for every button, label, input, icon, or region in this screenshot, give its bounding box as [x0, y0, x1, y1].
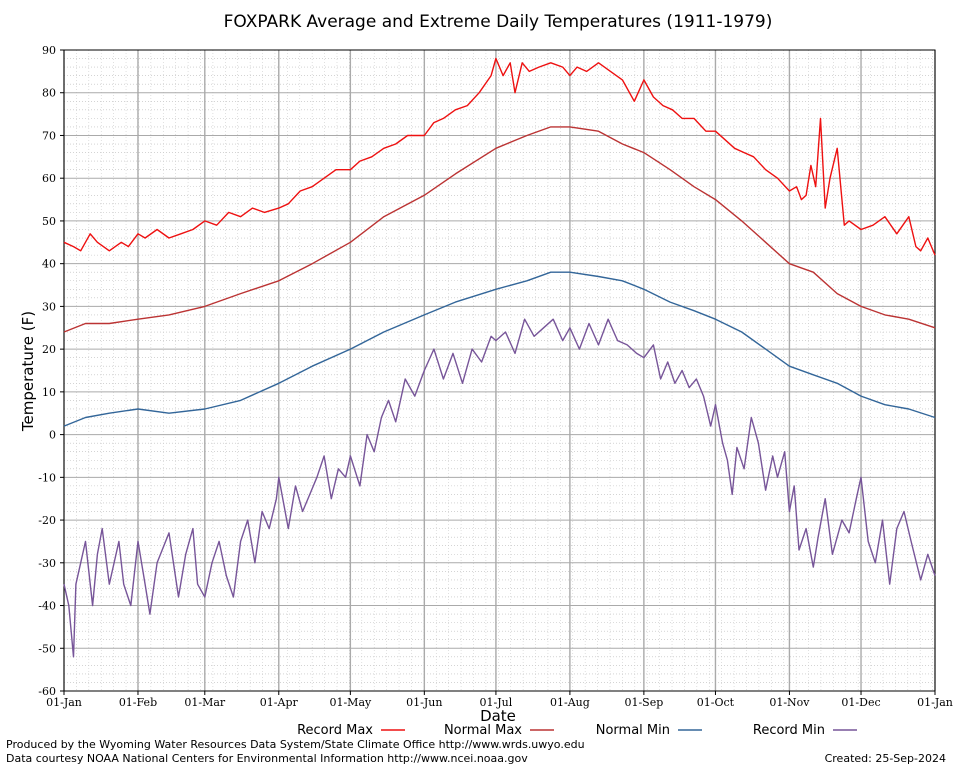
x-tick-label: 01-Nov [769, 696, 810, 709]
y-tick-label: 70 [42, 129, 56, 142]
legend-label: Normal Min [596, 723, 670, 738]
y-tick-label: 80 [42, 87, 56, 100]
y-axis-title: Temperature (F) [19, 311, 37, 432]
x-axis-title: Date [480, 707, 516, 725]
y-tick-label: -10 [38, 471, 56, 484]
x-tick-label: 01-Feb [119, 696, 157, 709]
series-line-normal-min [63, 271, 936, 427]
series-line-record-max [63, 57, 936, 256]
chart-title: FOXPARK Average and Extreme Daily Temper… [224, 12, 773, 32]
y-tick-label: -60 [38, 685, 56, 698]
y-tick-label: 30 [42, 300, 56, 313]
x-tick-label: 01-Jul [480, 696, 513, 709]
legend-label: Record Min [753, 723, 825, 738]
legend-label: Record Max [297, 723, 373, 738]
minor-gridlines [63, 50, 935, 691]
x-tick-label: 01-Jan [917, 696, 953, 709]
y-tick-label: 50 [42, 215, 56, 228]
series-line-normal-max [63, 126, 936, 333]
y-tick-label: 60 [42, 172, 56, 185]
y-tick-label: -50 [38, 642, 56, 655]
y-tick-label: 10 [42, 386, 56, 399]
y-tick-label: -20 [38, 514, 56, 527]
x-tick-label: 01-Sep [624, 696, 663, 709]
x-tick-label: 01-Aug [550, 696, 590, 709]
x-tick-label: 01-Mar [184, 696, 226, 709]
series-line-record-min [63, 318, 936, 658]
credits-line-1: Produced by the Wyoming Water Resources … [6, 738, 585, 751]
x-tick-label: 01-Jun [406, 696, 442, 709]
plot-frame [63, 49, 936, 692]
y-tick-label: 20 [42, 343, 56, 356]
y-tick-label: -30 [38, 557, 56, 570]
x-tick-label: 01-Dec [841, 696, 880, 709]
x-tick-label: 01-Oct [697, 696, 735, 709]
legend: Record Max Normal Max Normal Min Record Min [297, 723, 857, 738]
x-tick-label: 01-May [329, 696, 372, 709]
y-tick-label: 40 [42, 258, 56, 271]
y-tick-label: 90 [42, 44, 56, 57]
y-tick-label: 0 [49, 429, 56, 442]
series-group [63, 57, 936, 658]
x-axis: 01-Jan 01-Feb 01-Mar 01-Apr 01-May 01-Jun 01-J… [46, 691, 953, 709]
legend-label: Normal Max [444, 723, 522, 738]
credits-line-2: Data courtesy NOAA National Centers for … [6, 752, 528, 765]
created-date: Created: 25-Sep-2024 [825, 752, 946, 765]
y-axis: 90 80 70 60 50 40 30 20 10 0 -10 -20 -30 -40 -50 -60 [38, 44, 64, 698]
x-tick-label: 01-Apr [260, 696, 299, 709]
x-tick-label: 01-Jan [46, 696, 82, 709]
y-tick-label: -40 [38, 600, 56, 613]
